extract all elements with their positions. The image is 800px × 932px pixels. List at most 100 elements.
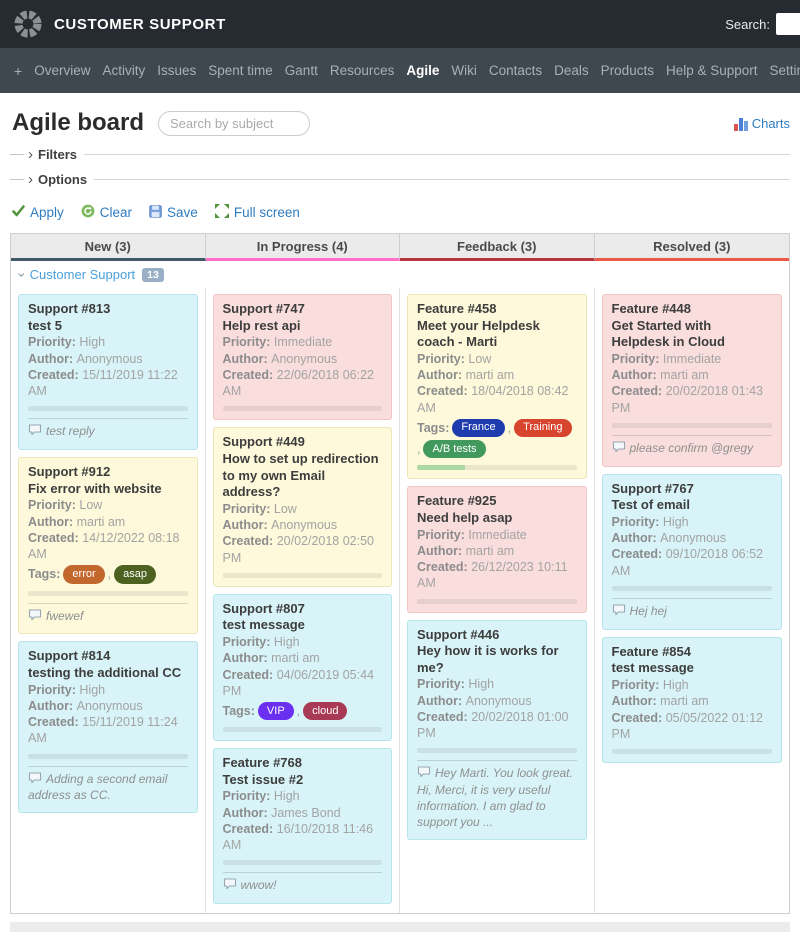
subject-search-input[interactable]	[158, 110, 311, 136]
footer-strip	[10, 922, 790, 932]
issue-card[interactable]: Feature #448 Get Started with Helpdesk in…	[601, 294, 782, 467]
progress-bar	[417, 465, 577, 471]
issue-id: Support #814	[28, 648, 111, 664]
filters-toggle[interactable]: › Filters	[10, 147, 790, 162]
issue-priority: Priority: High	[223, 634, 383, 650]
issue-card[interactable]: Support #912 Fix error with website Priori…	[18, 457, 198, 635]
issue-card[interactable]: Support #814 testing the additional CC Pri…	[18, 641, 198, 814]
nav-item-products[interactable]: Products	[600, 63, 654, 78]
progress-bar	[611, 585, 772, 591]
issue-author: Author: marti am	[417, 367, 577, 383]
nav-item-resources[interactable]: Resources	[329, 63, 395, 78]
priority-label: Priority:	[417, 351, 469, 366]
clear-button[interactable]: Clear	[81, 204, 132, 221]
board-column-new-3: Support #813 test 5 Priority: High Author: …	[11, 288, 206, 914]
issue-id: Feature #448	[611, 301, 692, 316]
nav-item-activity[interactable]: Activity	[102, 63, 146, 78]
nav-item-agile[interactable]: Agile	[406, 63, 440, 78]
filters-rule	[84, 154, 790, 155]
issue-card[interactable]: Support #807 test message Priority: High Au…	[212, 593, 392, 742]
last-comment: please confirm @gregy	[611, 434, 772, 458]
issue-card[interactable]: Support #813 test 5 Priority: High Author: …	[18, 294, 198, 451]
nav-item-help-support[interactable]: Help & Support	[665, 63, 758, 78]
issue-subject: Test issue #2	[222, 771, 304, 787]
issue-card[interactable]: Support #446 Hey how it is works for me? P…	[407, 619, 587, 840]
progress-bar	[611, 422, 772, 428]
issue-priority: Priority: High	[28, 334, 188, 350]
priority-label: Priority:	[611, 514, 663, 529]
issue-card[interactable]: Support #767 Test of email Priority: High A…	[601, 473, 782, 630]
issue-card[interactable]: Feature #925 Need help asap Priority: Imme…	[407, 486, 587, 613]
comment-bubble-icon	[417, 766, 431, 783]
board-toolbar: Apply Clear Save	[12, 204, 790, 221]
issue-card[interactable]: Feature #458 Meet your Helpdesk coach - M…	[407, 294, 587, 480]
created-label: Created:	[28, 715, 83, 730]
priority-label: Priority:	[222, 635, 274, 649]
charts-link[interactable]: Charts	[733, 116, 790, 131]
issue-subject: testing the additional CC	[28, 664, 182, 680]
issue-id: Feature #768	[222, 755, 303, 771]
progress-bar	[417, 598, 577, 604]
main-nav: + Overview Activity Issues Spent time Gantt R…	[0, 48, 800, 93]
priority-value: High	[662, 678, 689, 693]
nav-plus-button[interactable]: +	[14, 62, 23, 79]
comment-bubble-icon	[612, 441, 626, 458]
swimlane-toggle[interactable]: › Customer Support	[14, 267, 135, 282]
nav-item-spent-time[interactable]: Spent time	[208, 63, 273, 78]
issue-author: Author: Anonymous	[223, 351, 383, 367]
issue-priority: Priority: Low	[417, 351, 577, 367]
author-value: marti am	[465, 368, 515, 383]
options-toggle[interactable]: › Options	[10, 172, 790, 187]
issue-priority: Priority: High	[612, 677, 773, 693]
issue-card[interactable]: Support #747 Help rest api Priority: Immed…	[212, 294, 392, 421]
priority-value: High	[273, 635, 300, 649]
issue-author: Author: Anonymous	[612, 530, 773, 546]
issue-created: Created: 22/06/2018 06:22 AM	[223, 367, 383, 400]
app-logo-icon	[13, 9, 43, 39]
progress-bar	[28, 590, 188, 596]
header-search-input[interactable]	[776, 13, 800, 35]
created-value: 20/02/2018 01:43 PM	[611, 384, 764, 415]
header-search-label: Search:	[725, 16, 770, 32]
created-label: Created:	[222, 821, 277, 836]
issue-card[interactable]: Support #449 How to set up redirection to…	[212, 427, 392, 587]
nav-item-gantt[interactable]: Gantt	[284, 63, 318, 78]
fullscreen-button[interactable]: Full screen	[214, 204, 300, 221]
priority-value: Low	[273, 501, 297, 516]
last-comment: Hey Marti. You look great. Hi, Merci, it…	[417, 760, 577, 830]
priority-value: Immediate	[273, 335, 333, 350]
save-button[interactable]: Save	[149, 204, 198, 221]
issue-card[interactable]: Feature #854 test message Priority: High Au…	[601, 636, 782, 764]
options-rule	[94, 179, 790, 180]
nav-item-issues[interactable]: Issues	[157, 63, 197, 78]
nav-item-wiki[interactable]: Wiki	[451, 63, 477, 78]
tag-training: Training	[514, 418, 572, 438]
chevron-right-icon: ›	[28, 170, 33, 188]
column-header-resolved-3: Resolved (3)	[594, 234, 789, 261]
created-value: 18/04/2018 08:42 AM	[417, 384, 569, 415]
issue-priority: Priority: High	[612, 514, 773, 530]
author-value: marti am	[76, 514, 126, 529]
tags-label: Tags:	[417, 420, 450, 435]
issue-card[interactable]: Feature #768 Test issue #2 Priority: High A…	[212, 748, 392, 905]
issue-priority: Priority: Immediate	[612, 351, 773, 367]
created-label: Created:	[611, 547, 666, 562]
chevron-right-icon: ›	[28, 145, 33, 163]
nav-item-deals[interactable]: Deals	[554, 63, 589, 78]
nav-item-contacts[interactable]: Contacts	[488, 63, 543, 78]
author-label: Author:	[417, 693, 466, 708]
issue-id: Support #449	[222, 434, 305, 450]
issue-created: Created: 14/12/2022 08:18 AM	[28, 530, 188, 563]
apply-button[interactable]: Apply	[12, 205, 64, 220]
issue-created: Created: 05/05/2022 01:12 PM	[612, 710, 773, 743]
issue-author: Author: Anonymous	[417, 693, 577, 709]
nav-item-settings[interactable]: Settings	[769, 63, 800, 78]
priority-label: Priority:	[417, 527, 469, 542]
created-value: 14/12/2022 08:18 AM	[28, 530, 180, 562]
issue-author: Author: marti am	[612, 367, 773, 383]
nav-item-overview[interactable]: Overview	[34, 63, 91, 78]
swimlane-header: › Customer Support 13	[11, 261, 789, 288]
last-comment: Hej hej	[611, 597, 772, 621]
progress-bar	[222, 860, 382, 866]
priority-value: High	[662, 514, 689, 529]
